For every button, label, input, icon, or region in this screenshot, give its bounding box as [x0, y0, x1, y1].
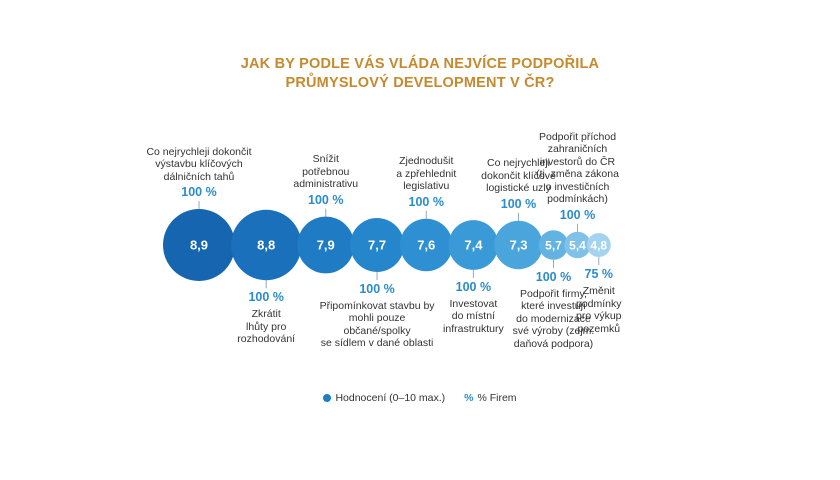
- percent-label: 100 %: [455, 279, 492, 294]
- category-label-line: lhůty pro: [246, 320, 287, 333]
- legend-dot-icon: [323, 394, 332, 403]
- category-label-line: se sídlem v dané oblasti: [320, 337, 434, 350]
- category-label-line: zahraničních: [547, 143, 608, 156]
- category-label-line: administrativu: [293, 178, 359, 191]
- category-label-line: výstavbu klíčových: [155, 158, 243, 170]
- bubble: [564, 231, 591, 259]
- legend-percent-label: % Firem: [477, 392, 517, 405]
- bubble: [538, 230, 569, 260]
- category-label-line: pro výkup: [576, 310, 622, 322]
- category-label-line: (tj. změna zákona: [536, 168, 619, 181]
- category-label: Snížit potřebnou administrativu: [266, 153, 386, 191]
- category-label-line: legislativu: [403, 180, 450, 193]
- bubble-score-label: 5,7: [545, 239, 562, 253]
- bubble-score-label: 8,9: [190, 238, 208, 253]
- category-label-line: podmínky: [576, 297, 622, 310]
- category-label-line: investorů do ČR: [539, 155, 616, 168]
- category-label-line: do modernizace: [516, 312, 591, 325]
- category-label: Změnit podmínky pro výkup pozemků: [539, 285, 659, 335]
- bubble: [586, 233, 611, 257]
- bubble: [448, 220, 499, 270]
- bubble-score-label: 7,9: [317, 238, 335, 253]
- category-label-line: pozemků: [577, 322, 621, 335]
- legend-item-percent: %% Firem: [464, 392, 516, 404]
- category-label-line: které investují: [521, 300, 586, 313]
- category-label-line: své výroby (zejm.: [512, 325, 595, 338]
- percent-label: 100 %: [559, 207, 596, 222]
- category-label: Připomínkovat stavbu by mohli pouze občan…: [317, 300, 437, 350]
- bubble-score-label: 5,4: [569, 239, 586, 253]
- category-label-line: Co nejrychleji: [486, 157, 551, 170]
- percent-label: 100 %: [181, 185, 217, 199]
- category-label: Zjednodušit a zpřehlednit legislativu: [366, 155, 486, 193]
- category-label-line: logistické uzly: [486, 182, 551, 195]
- bubble: [400, 218, 453, 272]
- percent-label: 100 %: [500, 196, 537, 211]
- legend-percent-symbol: %: [464, 392, 474, 405]
- category-label: Podpořit firmy, které investují do moderni…: [493, 288, 613, 351]
- percent-label: 100 %: [359, 281, 395, 296]
- category-label-line: Co nejrychleji dokončit: [146, 145, 252, 158]
- bubble: [350, 218, 405, 272]
- bubble: [231, 209, 302, 281]
- category-label-line: daňová podpora): [513, 337, 594, 350]
- category-label-line: Podpořit příchod: [538, 130, 617, 143]
- percent-label: 100 %: [248, 290, 284, 305]
- chart-title: JAK BY PODLE VÁS VLÁDA NEJVÍCE PODPOŘILA…: [0, 55, 840, 93]
- bubble-score-label: 8,8: [257, 238, 275, 253]
- percent-label: 100 %: [308, 192, 344, 207]
- bubble: [297, 216, 355, 274]
- bubble-score-label: 7,3: [509, 238, 527, 253]
- category-label-line: Změnit: [582, 285, 615, 297]
- category-label: Co nejrychleji dokončit klíčové logistické…: [459, 157, 579, 195]
- category-label-line: Připomínkovat stavbu by: [319, 299, 435, 312]
- category-label-line: a zpřehlednit: [396, 167, 457, 180]
- percent-label: 75 %: [584, 267, 614, 281]
- legend-score-label: Hodnocení (0–10 max.): [335, 392, 446, 405]
- category-label-line: Snížit: [312, 153, 339, 166]
- category-label-line: o investičních: [545, 180, 610, 193]
- category-label-line: dálničních tahů: [163, 170, 235, 183]
- bubble-score-label: 7,6: [417, 238, 435, 253]
- category-label: Zkrátit lhůty pro rozhodování: [206, 308, 326, 346]
- bubble: [494, 220, 543, 270]
- chart-title-line-2: PRŮMYSLOVÝ DEVELOPMENT V ČR?: [285, 75, 555, 91]
- category-label-line: Zjednodušit: [399, 155, 454, 168]
- bubble-score-label: 7,4: [464, 238, 483, 253]
- legend: Hodnocení (0–10 max.) %% Firem: [0, 392, 840, 404]
- chart-title-line-1: JAK BY PODLE VÁS VLÁDA NEJVÍCE PODPOŘILA: [240, 56, 600, 72]
- percent-label: 100 %: [408, 194, 444, 209]
- category-label-line: Investovat: [449, 297, 498, 310]
- category-label-line: dokončit klíčové: [481, 169, 556, 182]
- category-label-line: rozhodování: [237, 333, 296, 346]
- category-label-line: infrastruktury: [443, 322, 504, 335]
- category-label-line: potřebnou: [302, 165, 350, 178]
- category-label-line: Podpořit firmy,: [520, 287, 587, 300]
- category-label-line: mohli pouze občané/spolky: [343, 312, 411, 337]
- category-label: Podpořit příchod zahraničních investorů do…: [518, 131, 638, 206]
- category-label: Investovat do místní infrastruktury: [413, 298, 533, 336]
- percent-label: 100 %: [535, 269, 572, 284]
- bubble-score-label: 4,8: [590, 239, 607, 253]
- category-label-line: Zkrátit: [251, 308, 281, 321]
- legend-item-score: Hodnocení (0–10 max.): [323, 392, 445, 404]
- bubble-score-label: 7,7: [368, 238, 386, 253]
- category-label-line: do místní: [451, 310, 495, 323]
- category-label-line: podmínkách): [547, 193, 608, 206]
- category-label: Co nejrychleji dokončit výstavbu klíčovýc…: [139, 146, 259, 184]
- bubble: [163, 209, 235, 281]
